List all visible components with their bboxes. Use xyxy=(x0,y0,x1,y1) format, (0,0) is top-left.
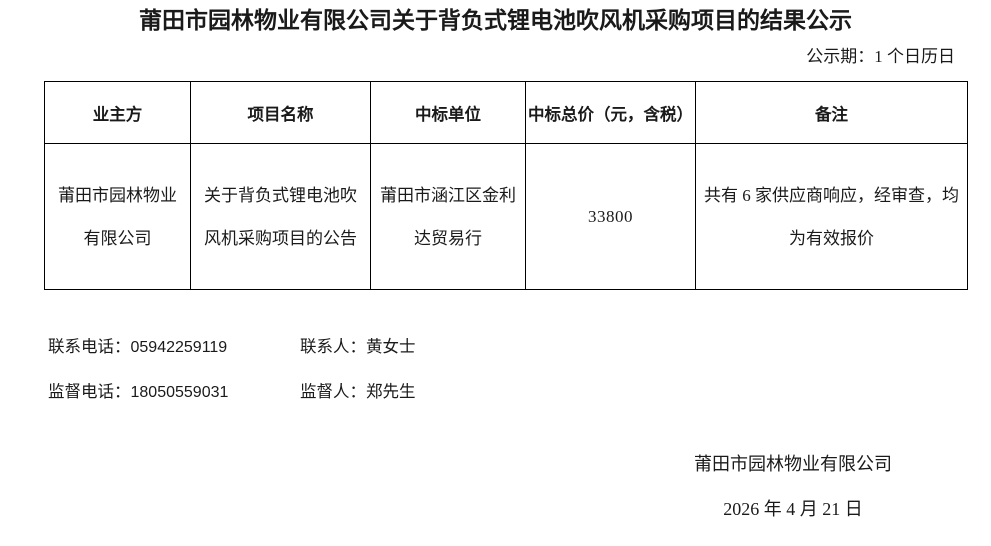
cell-total-price: 33800 xyxy=(525,143,696,290)
col-header-total-price: 中标总价（元，含税） xyxy=(525,81,696,144)
supervisor-label: 监督人： xyxy=(300,382,366,401)
col-header-remarks: 备注 xyxy=(695,81,968,144)
contact-phone-pair: 联系电话：05942259119 xyxy=(48,336,300,359)
col-header-owner: 业主方 xyxy=(44,81,191,144)
contact-person-label: 联系人： xyxy=(300,337,366,356)
supervision-phone-label: 监督电话： xyxy=(48,382,131,401)
results-table: 业主方 项目名称 中标单位 中标总价（元，含税） 备注 莆田市园林物业有限公司 … xyxy=(44,81,968,290)
supervision-phone-value: 18050559031 xyxy=(130,384,229,401)
contact-phone-label: 联系电话： xyxy=(48,337,131,356)
contact-line-phone: 联系电话：05942259119 联系人：黄女士 xyxy=(48,336,416,359)
publicity-period-label: 公示期： xyxy=(806,47,875,66)
publicity-period: 公示期：1 个日历日 xyxy=(806,46,955,68)
cell-owner: 莆田市园林物业有限公司 xyxy=(44,143,191,290)
contact-section: 联系电话：05942259119 联系人：黄女士 监督电话：1805055903… xyxy=(48,336,416,404)
supervision-phone-pair: 监督电话：18050559031 xyxy=(48,381,300,404)
contact-phone-value: 05942259119 xyxy=(130,339,228,356)
contact-person-value: 黄女士 xyxy=(366,337,416,356)
cell-winning-bidder: 莆田市涵江区金利达贸易行 xyxy=(370,143,526,290)
signature-company: 莆田市园林物业有限公司 xyxy=(694,454,892,474)
signature-date: 2026 年 4 月 21 日 xyxy=(723,499,863,519)
table-header-row: 业主方 项目名称 中标单位 中标总价（元，含税） 备注 xyxy=(44,81,968,144)
table-row: 莆田市园林物业有限公司 关于背负式锂电池吹风机采购项目的公告 莆田市涵江区金利达… xyxy=(44,143,968,290)
col-header-project-name: 项目名称 xyxy=(190,81,371,144)
page-title: 莆田市园林物业有限公司关于背负式锂电池吹风机采购项目的结果公示 xyxy=(139,7,852,33)
contact-line-supervision: 监督电话：18050559031 监督人：郑先生 xyxy=(48,381,416,404)
cell-project-name: 关于背负式锂电池吹风机采购项目的公告 xyxy=(190,143,371,290)
contact-person-pair: 联系人：黄女士 xyxy=(300,336,416,359)
col-header-winning-bidder: 中标单位 xyxy=(370,81,526,144)
cell-remarks: 共有 6 家供应商响应，经审查，均为有效报价 xyxy=(695,143,968,290)
supervisor-value: 郑先生 xyxy=(366,382,416,401)
publicity-period-value: 1 个日历日 xyxy=(874,47,955,66)
supervisor-pair: 监督人：郑先生 xyxy=(300,381,416,404)
signature-block: 莆田市园林物业有限公司 2026 年 4 月 21 日 xyxy=(645,452,941,521)
